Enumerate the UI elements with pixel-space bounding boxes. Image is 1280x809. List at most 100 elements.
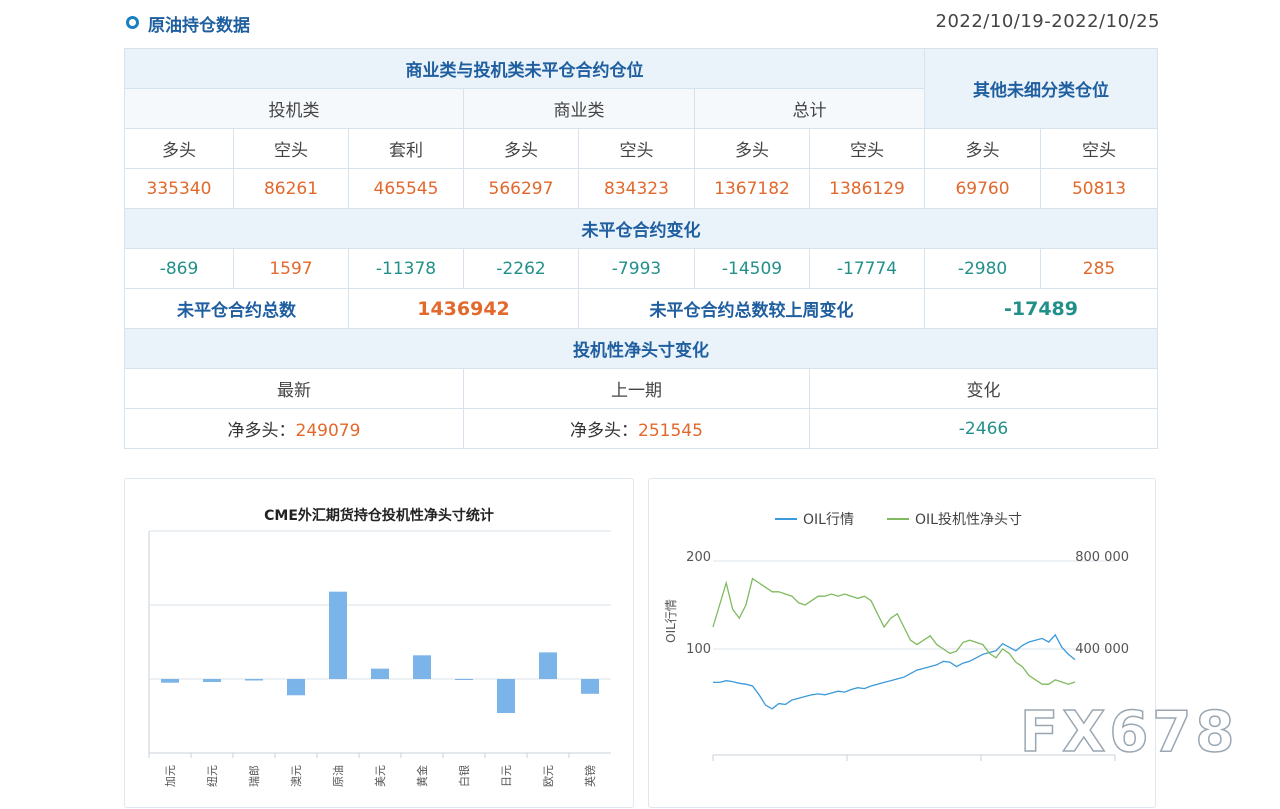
change-value: -11378 [348,248,464,289]
positions-table: 商业类与投机类未平仓合约仓位 其他未细分类仓位 投机类 商业类 总计 多头 空头套… [123,48,1159,449]
column-label: 空头 [233,128,349,169]
x-tick-label: 美元 [374,765,387,787]
position-value: 50813 [1040,168,1159,209]
y-left-tick-label: 200 [686,550,711,565]
position-value: 335340 [124,168,234,209]
legend-item-oil[interactable]: OIL行情 [775,509,854,529]
net-prev-value: 251545 [638,421,703,441]
bar [539,652,557,679]
net-change-label: 变化 [808,368,1159,409]
oi-total-value: 1436942 [348,288,579,329]
bar-chart-title: CME外汇期货持仓投机性净头寸统计 [264,508,494,524]
position-value: 1386129 [808,168,926,209]
table-row: 未平仓合约总数 1436942 未平仓合约总数较上周变化 -17489 [124,288,1159,329]
change-value: 1597 [233,248,349,289]
bar [581,679,599,694]
total-header: 总计 [693,88,926,129]
table-row: 多头 空头 套利 多头 空头 多头 空头 多头 空头 [124,128,1159,169]
bar [413,655,431,679]
legend-swatch-net [887,518,909,520]
x-tick-label: 英镑 [583,765,597,787]
change-value: -2262 [463,248,579,289]
bar [497,679,515,714]
table-row: 商业类与投机类未平仓合约仓位 其他未细分类仓位 [123,48,1159,129]
table-row: 净多头：249079 净多头：251545 -2466 [124,408,1159,449]
oi-total-label: 未平仓合约总数 [124,288,349,329]
net-header: 投机性净头寸变化 [123,328,1159,369]
group-header: 商业类与投机类未平仓合约仓位 [123,48,926,89]
watermark-logo: FX678 [1019,699,1239,766]
oi-week-change-label: 未平仓合约总数较上周变化 [577,288,926,329]
x-tick-label: 日元 [500,765,513,787]
change-header: 未平仓合约变化 [123,208,1159,249]
comm-header: 商业类 [463,88,695,129]
circle-icon [126,16,139,29]
section-title: 原油持仓数据 [148,16,250,36]
change-value: -2980 [924,248,1042,289]
position-value: 86261 [233,168,349,209]
spec-header: 投机类 [124,88,464,129]
legend-label-oil: OIL行情 [803,512,854,528]
column-label: 多头 [924,128,1042,169]
change-value: -7993 [578,248,695,289]
position-value: 69760 [924,168,1042,209]
column-label: 套利 [348,128,464,169]
net-prev-label: 上一期 [463,368,810,409]
column-label: 多头 [694,128,810,169]
column-label: 空头 [1040,128,1159,169]
change-value: -869 [124,248,234,289]
line-chart-panel: OIL行情 OIL投机性净头寸 200 100 800 000 400 000 OIL行… [648,478,1156,808]
bar [371,668,389,679]
change-value: -17774 [808,248,926,289]
position-value: 465545 [348,168,464,209]
column-label: 多头 [124,128,234,169]
position-value: 1367182 [694,168,810,209]
table-row: 最新 上一期 变化 [124,368,1159,409]
bar [203,679,221,682]
column-label: 多头 [463,128,579,169]
x-tick-label: 欧元 [542,765,555,787]
change-value: -14509 [694,248,810,289]
table-row: 335340 86261 465545 566297 834323 1367182 1386… [124,168,1159,209]
legend-label-net: OIL投机性净头寸 [915,512,1022,528]
section-header: 原油持仓数据 2022/10/19-2022/10/25 [124,10,1160,36]
change-value: 285 [1040,248,1159,289]
legend-item-net[interactable]: OIL投机性净头寸 [887,509,1022,529]
y-left-tick-label: 100 [686,642,711,657]
x-tick-label: 原油 [331,765,345,787]
column-label: 空头 [808,128,926,169]
net-latest-prefix: 净多头： [227,421,296,441]
net-latest-label: 最新 [124,368,464,409]
y-right-tick-label: 400 000 [1075,642,1129,657]
net-latest-cell: 净多头：249079 [124,408,464,449]
series-line [712,577,1076,685]
x-tick-label: 白银 [457,765,471,787]
x-tick-label: 黄金 [415,765,429,787]
net-latest-value: 249079 [295,421,361,441]
bar-chart-panel: CME外汇期货持仓投机性净头寸统计 加元 纽元 瑞郎 澳元 原油 美元 黄金 白银 日元 欧元 英镑 [124,478,634,808]
y-right-tick-label: 800 000 [1075,550,1129,565]
date-range: 2022/10/19-2022/10/25 [935,11,1160,32]
table-row: -869 1597 -11378 -2262 -7993 -14509 -17774 -298… [124,248,1159,289]
net-prev-cell: 净多头：251545 [463,408,810,449]
net-prev-prefix: 净多头： [570,421,639,441]
bar [455,679,473,680]
table-row: 投机性净头寸变化 [123,328,1159,369]
bar [161,679,179,683]
other-header: 其他未细分类仓位 [924,48,1159,129]
x-tick-label: 纽元 [205,765,219,787]
bar [329,591,347,679]
position-value: 834323 [578,168,695,209]
series-line [713,633,1076,710]
line-chart: 200 100 800 000 400 000 OIL行情 [664,550,1129,761]
legend-swatch-oil [775,518,797,520]
bar [287,679,305,696]
table-row: 投机类 商业类 总计 [124,88,1158,129]
position-value: 566297 [463,168,579,209]
net-change-value: -2466 [808,408,1159,449]
x-tick-label: 澳元 [290,765,303,787]
column-label: 空头 [578,128,695,169]
bar-chart: 加元 纽元 瑞郎 澳元 原油 美元 黄金 白银 日元 欧元 英镑 [148,530,611,787]
oi-week-change-value: -17489 [924,288,1159,329]
table-row: 未平仓合约变化 [123,208,1159,249]
